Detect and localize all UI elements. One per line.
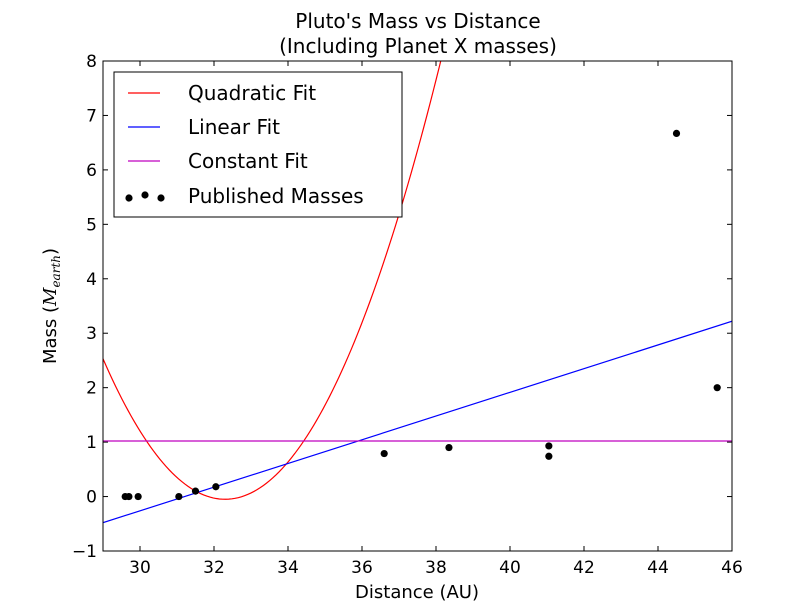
legend-points-marker-2 [141, 191, 149, 199]
legend-points-marker-1 [125, 194, 133, 202]
published-mass-point [545, 442, 553, 450]
x-tick-label: 30 [129, 558, 151, 578]
plot-frame [102, 60, 733, 552]
chart-subtitle: (Including Planet X masses) [279, 34, 557, 58]
published-mass-point [545, 452, 553, 460]
x-tick-label: 32 [203, 558, 225, 578]
y-tick-label: 7 [86, 106, 97, 126]
legend-constant-label: Constant Fit [188, 149, 308, 173]
legend-quadratic-label: Quadratic Fit [188, 81, 316, 105]
published-mass-point [134, 492, 142, 501]
y-tick-label: 6 [86, 161, 97, 181]
y-tick-label: 8 [86, 52, 97, 72]
linear-fit-line [103, 320, 732, 524]
x-tick-label: 34 [277, 558, 299, 578]
x-tick-label: 46 [721, 558, 743, 578]
y-axis-label-suffix: ) [40, 248, 61, 255]
y-axis-label-math: M [40, 287, 61, 307]
y-axis-label: Mass (Mearth) [40, 248, 63, 364]
points-layer [121, 129, 721, 501]
published-mass-point [191, 487, 200, 495]
y-tick-label: 1 [86, 433, 97, 453]
published-mass-point [125, 492, 133, 501]
y-tick-label: 4 [86, 270, 97, 290]
published-mass-point [672, 129, 681, 138]
y-tick-label: 5 [86, 215, 97, 235]
published-mass-point [175, 492, 183, 501]
y-tick-label: −1 [72, 542, 97, 562]
published-mass-point [380, 449, 388, 458]
y-axis-label-prefix: Mass ( [40, 306, 61, 364]
x-axis-label: Distance (AU) [355, 582, 479, 603]
legend: Quadratic Fit Linear Fit Constant Fit Pu… [113, 71, 403, 218]
y-tick-label: 2 [86, 379, 97, 399]
legend-points-label: Published Masses [188, 184, 364, 208]
legend-linear-label: Linear Fit [188, 115, 280, 139]
x-tick-label: 44 [647, 558, 669, 578]
legend-box [113, 71, 403, 218]
x-tick-label: 40 [499, 558, 521, 578]
published-mass-point [713, 384, 721, 392]
published-mass-point [445, 443, 453, 452]
y-axis-label-math-sub: earth [49, 255, 63, 288]
x-tick-label: 36 [351, 558, 373, 578]
legend-points-marker-3 [157, 194, 165, 202]
y-tick-label: 3 [86, 324, 97, 344]
y-tick-label: 0 [86, 488, 97, 508]
series-layer [103, 61, 732, 524]
quadratic-fit-line [103, 61, 442, 500]
published-mass-point [212, 483, 220, 491]
x-tick-label: 42 [573, 558, 595, 578]
x-tick-label: 38 [425, 558, 447, 578]
chart-title: Pluto's Mass vs Distance [295, 9, 540, 33]
